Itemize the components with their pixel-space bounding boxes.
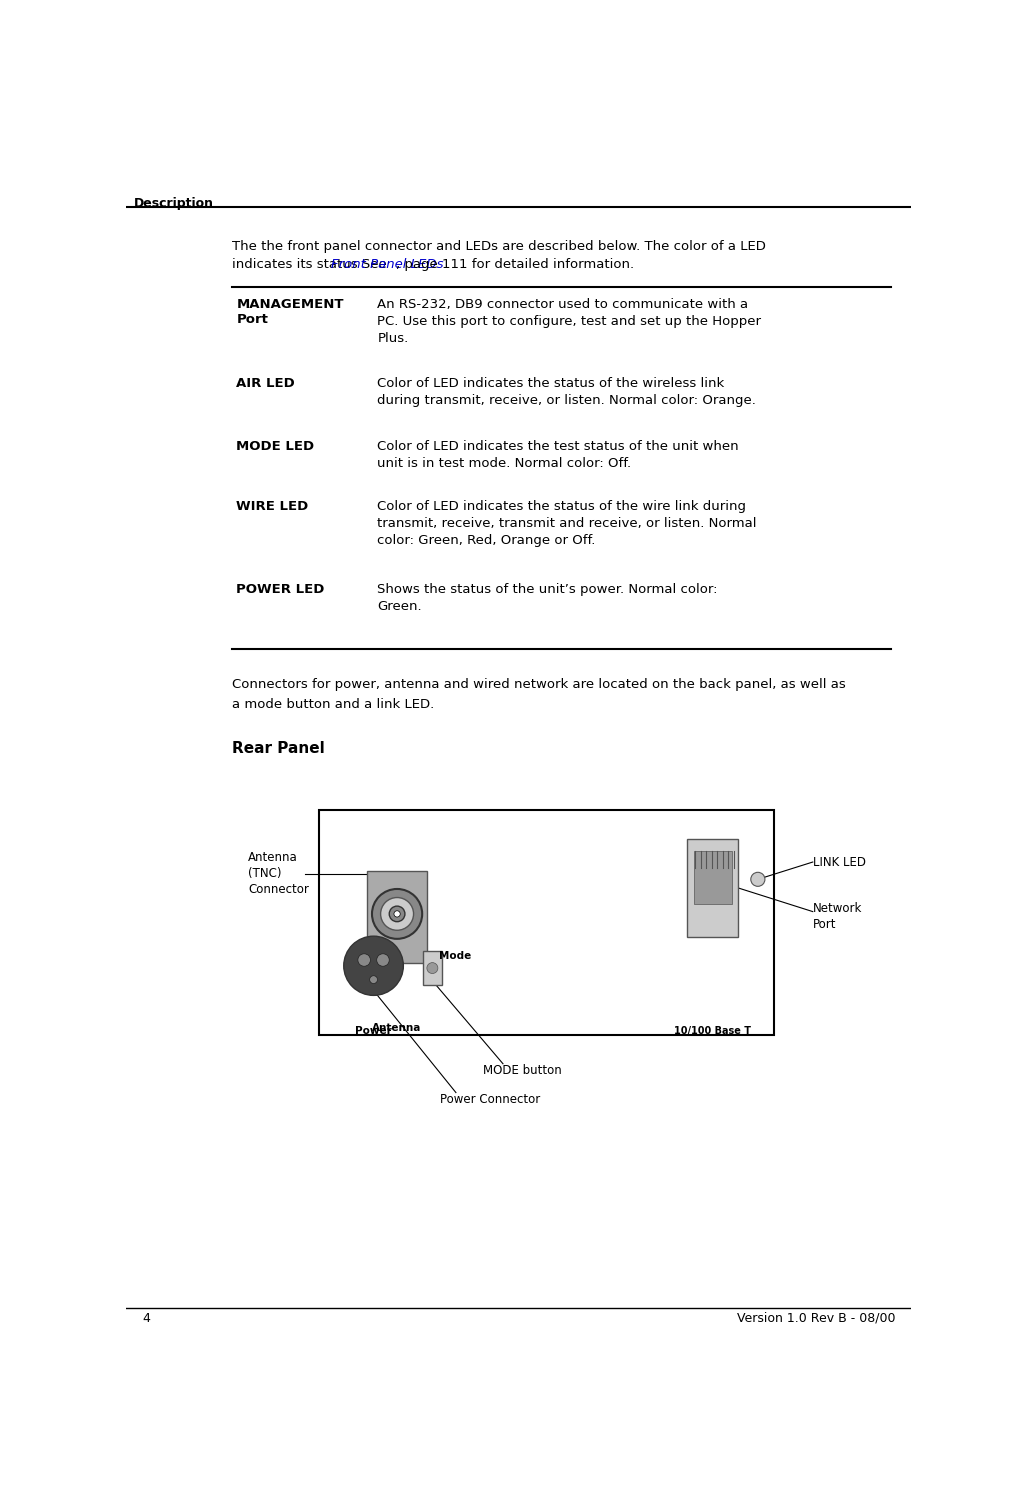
- Text: Power: Power: [355, 1025, 391, 1036]
- Text: a mode button and a link LED.: a mode button and a link LED.: [233, 698, 434, 711]
- Text: The the front panel connector and LEDs are described below. The color of a LED: The the front panel connector and LEDs a…: [233, 240, 765, 253]
- Circle shape: [372, 889, 422, 939]
- Bar: [693, 850, 731, 904]
- Circle shape: [427, 963, 438, 973]
- Text: Color of LED indicates the status of the wire link during
transmit, receive, tra: Color of LED indicates the status of the…: [377, 500, 756, 546]
- Text: Connectors for power, antenna and wired network are located on the back panel, a: Connectors for power, antenna and wired …: [233, 678, 845, 690]
- Circle shape: [344, 936, 403, 996]
- Text: , page 111 for detailed information.: , page 111 for detailed information.: [396, 257, 634, 271]
- Bar: [423, 951, 442, 985]
- Text: 4: 4: [142, 1311, 150, 1325]
- Bar: [318, 810, 772, 1034]
- Text: 10/100 Base T: 10/100 Base T: [673, 1025, 750, 1036]
- Circle shape: [369, 976, 377, 984]
- Text: MODE LED: MODE LED: [237, 440, 314, 454]
- Text: MODE button: MODE button: [483, 1064, 561, 1076]
- Bar: [367, 871, 427, 964]
- Circle shape: [380, 898, 413, 930]
- Text: Color of LED indicates the status of the wireless link
during transmit, receive,: Color of LED indicates the status of the…: [377, 377, 755, 407]
- Text: An RS-232, DB9 connector used to communicate with a
PC. Use this port to configu: An RS-232, DB9 connector used to communi…: [377, 298, 760, 346]
- Circle shape: [358, 954, 370, 966]
- Text: Mode: Mode: [438, 951, 470, 961]
- Text: WIRE LED: WIRE LED: [237, 500, 308, 513]
- Text: Shows the status of the unit’s power. Normal color:
Green.: Shows the status of the unit’s power. No…: [377, 582, 717, 614]
- Text: Description: Description: [134, 198, 214, 210]
- Text: Front Panel LEDs: Front Panel LEDs: [331, 257, 443, 271]
- Text: Antenna
(TNC)
Connector: Antenna (TNC) Connector: [248, 852, 308, 897]
- Text: MANAGEMENT
Port: MANAGEMENT Port: [237, 298, 344, 326]
- Text: Network
Port: Network Port: [812, 903, 861, 931]
- Text: AIR LED: AIR LED: [237, 377, 295, 389]
- Text: Antenna: Antenna: [372, 1024, 422, 1033]
- Circle shape: [389, 906, 404, 922]
- Circle shape: [393, 910, 399, 918]
- Text: LINK LED: LINK LED: [812, 855, 864, 868]
- Circle shape: [750, 873, 764, 886]
- Circle shape: [376, 954, 389, 966]
- Bar: [686, 838, 738, 937]
- Text: indicates its status See: indicates its status See: [233, 257, 391, 271]
- Text: Power Connector: Power Connector: [440, 1093, 540, 1106]
- Text: Rear Panel: Rear Panel: [233, 741, 325, 756]
- Text: Version 1.0 Rev B - 08/00: Version 1.0 Rev B - 08/00: [736, 1311, 895, 1325]
- Text: POWER LED: POWER LED: [237, 582, 325, 596]
- Text: Color of LED indicates the test status of the unit when
unit is in test mode. No: Color of LED indicates the test status o…: [377, 440, 738, 470]
